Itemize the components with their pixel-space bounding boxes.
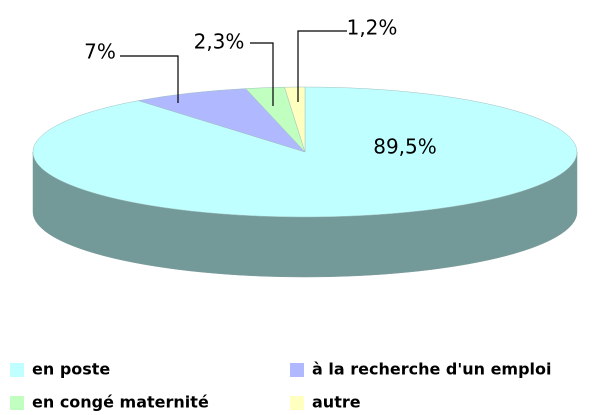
legend-label: autre [312,393,361,412]
legend-label: en congé maternité [32,393,209,412]
leader-line [120,55,179,103]
value-label: 2,3% [194,30,245,54]
value-label: 1,2% [347,16,398,40]
legend-swatch [10,396,24,410]
legend-label: à la recherche d'un emploi [312,360,552,379]
legend-label: en poste [32,360,110,379]
leader-line [297,30,347,102]
legend-swatch [290,363,304,377]
legend-swatch [290,396,304,410]
value-label: 89,5% [373,135,437,159]
leader-line [250,42,274,106]
pie-slice [32,86,578,218]
pie-slice [138,88,306,153]
pie-slice [284,86,306,153]
legend-swatch [10,363,24,377]
value-label: 7% [84,40,116,64]
